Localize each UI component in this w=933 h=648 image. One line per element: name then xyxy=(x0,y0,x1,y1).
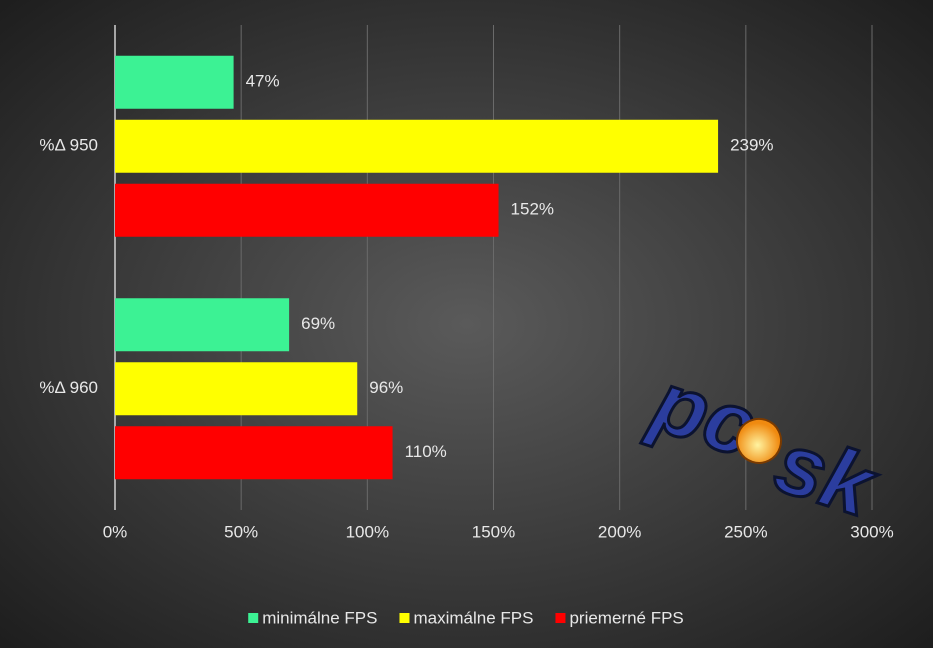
x-tick-label: 250% xyxy=(724,522,767,541)
bar xyxy=(115,119,719,173)
legend-swatch xyxy=(399,613,410,623)
x-tick-label: 50% xyxy=(224,522,258,541)
data-label: 69% xyxy=(301,314,335,333)
data-label: 96% xyxy=(369,378,403,397)
data-label: 47% xyxy=(246,72,280,91)
flame-icon xyxy=(735,417,782,464)
data-label: 239% xyxy=(730,136,773,155)
legend-label: maximálne FPS xyxy=(413,608,533,627)
legend-swatch xyxy=(555,613,566,623)
x-tick-label: 200% xyxy=(598,522,641,541)
bar xyxy=(115,298,290,352)
x-tick-label: 0% xyxy=(103,522,128,541)
y-tick-label: %Δ 950 xyxy=(39,136,98,155)
bar xyxy=(115,362,358,416)
data-label: 152% xyxy=(511,200,554,219)
legend-label: priemerné FPS xyxy=(569,608,683,627)
data-label: 110% xyxy=(405,442,447,461)
bar xyxy=(115,55,234,109)
x-tick-label: 150% xyxy=(472,522,515,541)
legend-label: minimálne FPS xyxy=(262,608,377,627)
bar xyxy=(115,426,393,480)
legend-swatch xyxy=(248,613,259,623)
x-tick-label: 100% xyxy=(346,522,389,541)
bar xyxy=(115,183,499,237)
x-tick-label: 300% xyxy=(850,522,893,541)
y-tick-label: %Δ 960 xyxy=(39,378,98,397)
